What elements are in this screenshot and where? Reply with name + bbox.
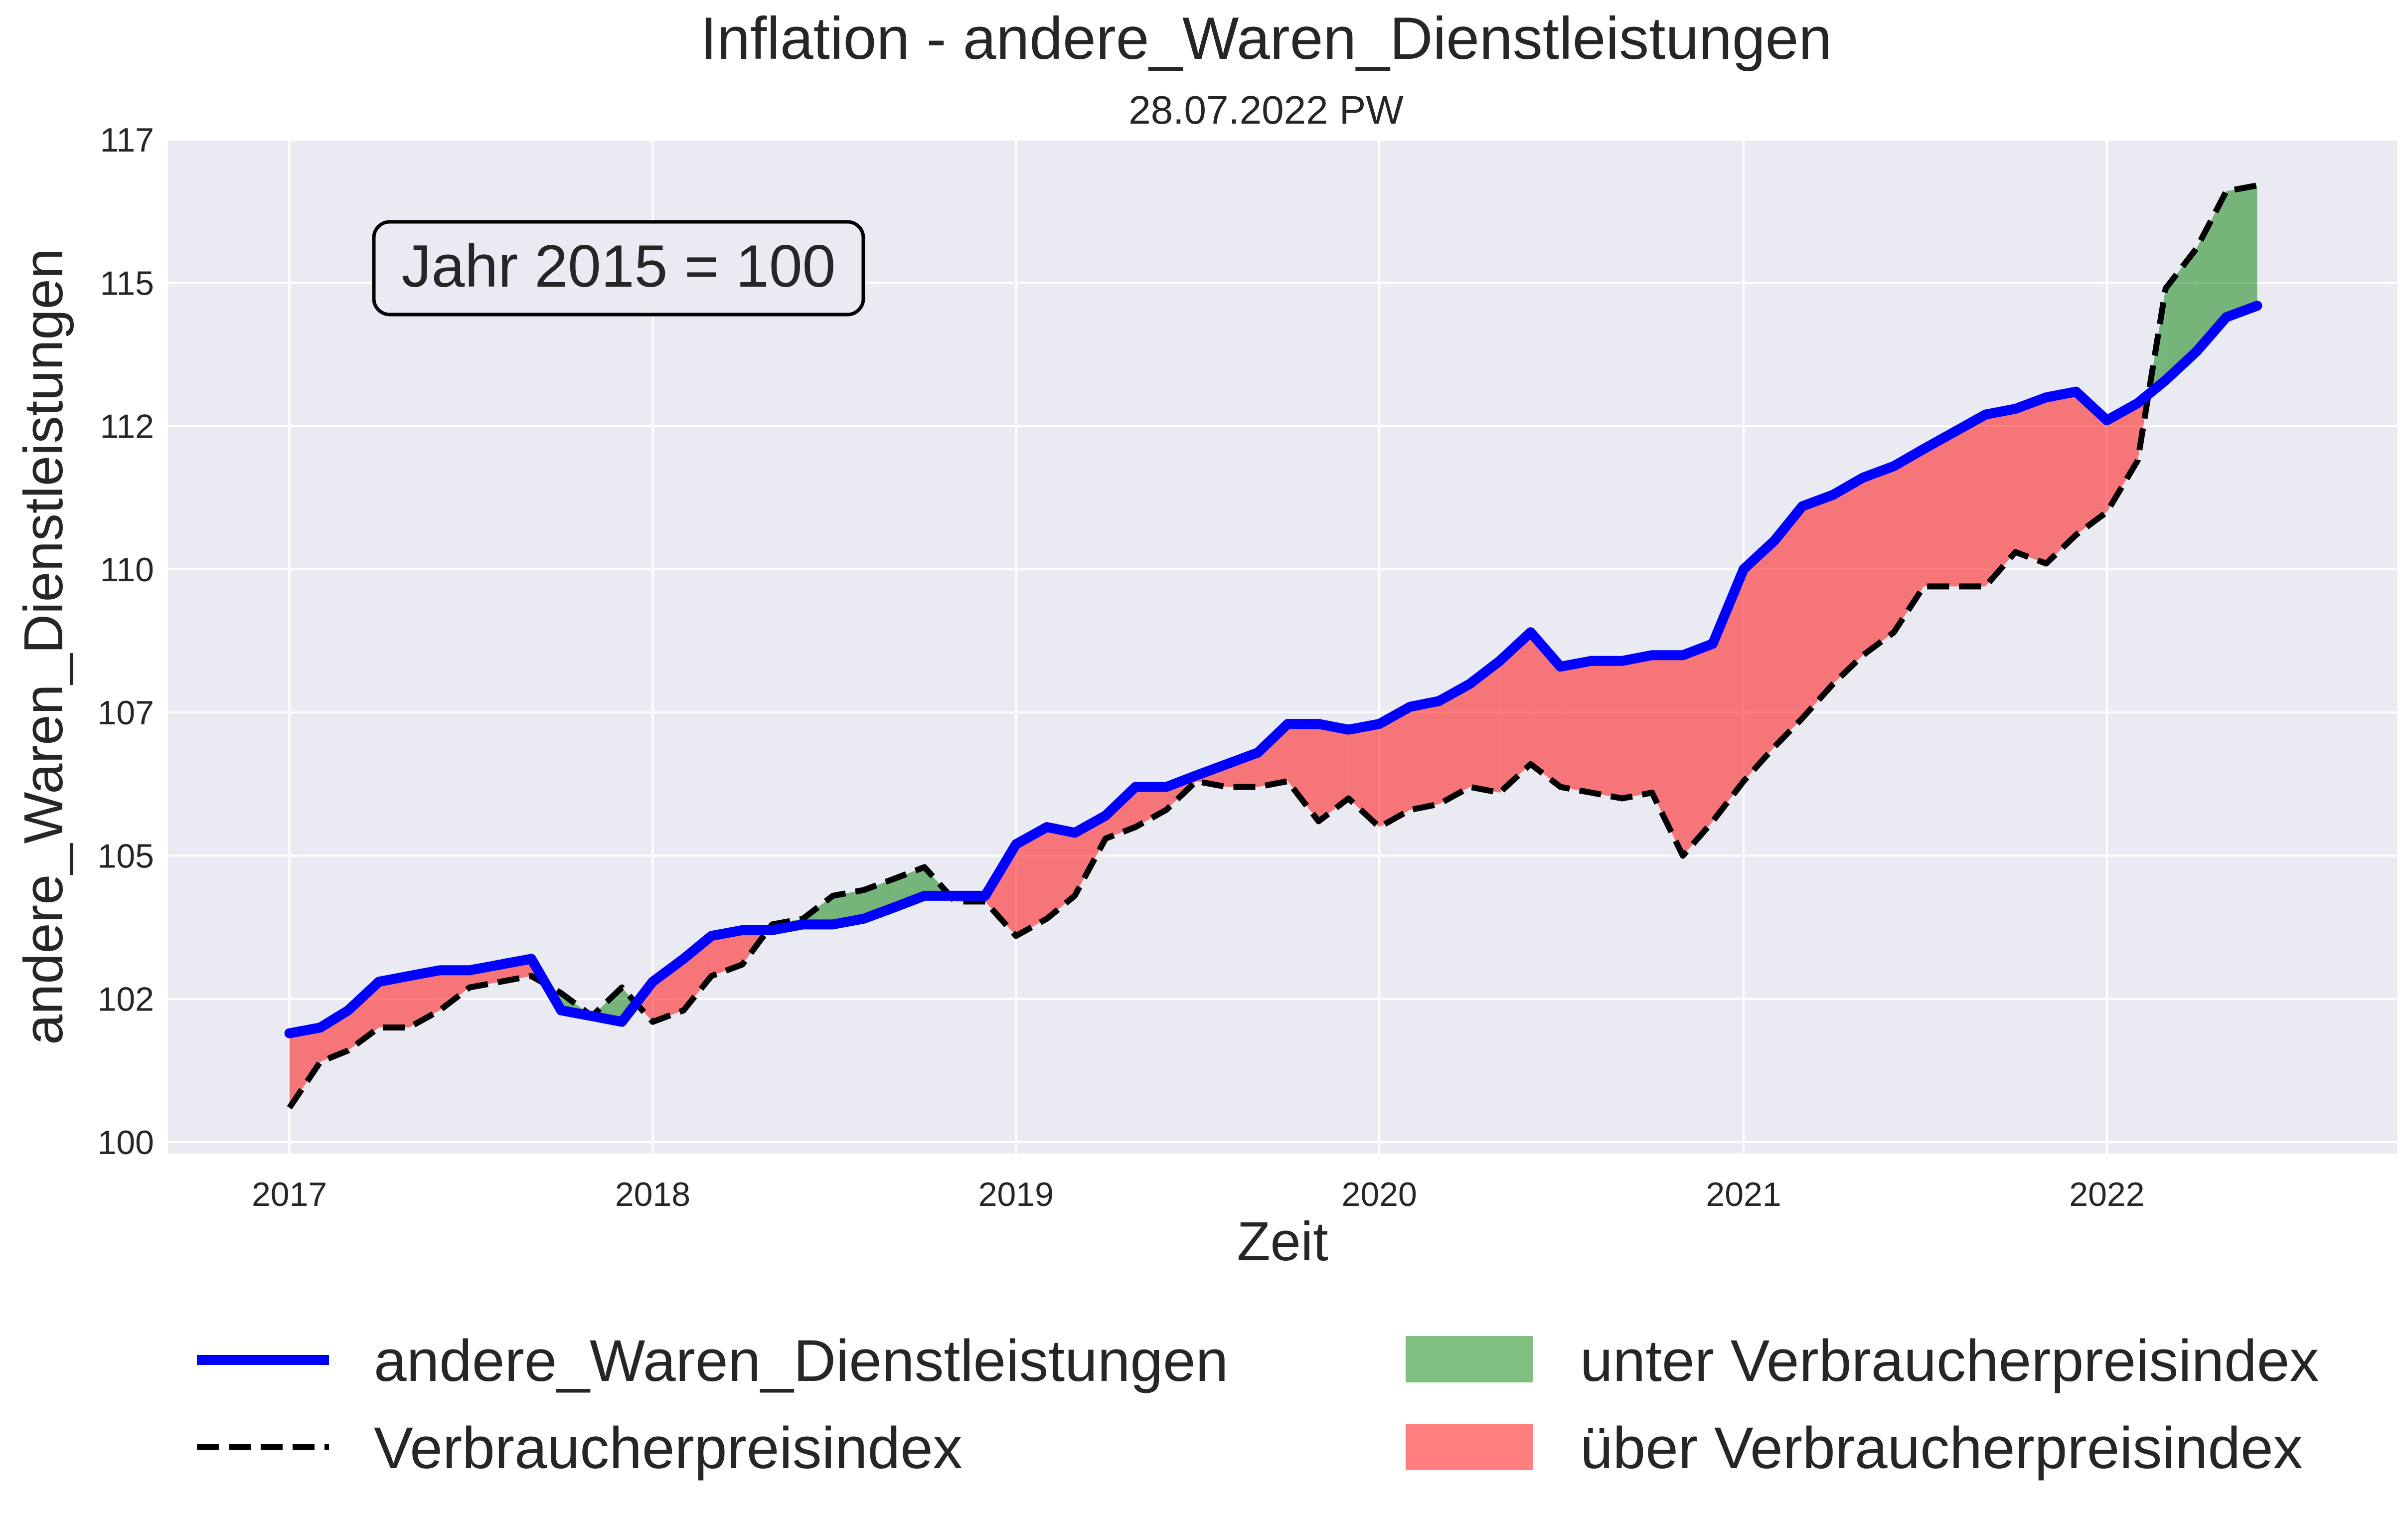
annotation-frame xyxy=(372,220,865,317)
fill-over-segment xyxy=(1016,827,1047,936)
fill-over-segment xyxy=(1954,414,1986,587)
fill-over-segment xyxy=(1622,655,1652,799)
fill-over-segment xyxy=(1802,495,1833,718)
fill-over-segment xyxy=(1591,661,1622,799)
chart-title: Inflation - andere_Waren_Dienstleistunge… xyxy=(700,5,1832,72)
fill-over-segment xyxy=(440,970,470,1011)
y-tick-label: 105 xyxy=(98,837,154,875)
fill-over-segment xyxy=(1683,644,1713,856)
legend-swatch-fill-under xyxy=(1406,1336,1533,1382)
fill-under-segment xyxy=(2226,185,2257,318)
fill-over-segment xyxy=(2106,403,2138,512)
fill-under-segment xyxy=(2196,191,2227,352)
fill-over-segment xyxy=(1287,724,1319,822)
series-line-verbraucherpreisindex xyxy=(287,182,2258,1110)
annotation-box: Jahr 2015 = 100 xyxy=(372,220,865,317)
fill-over-segment xyxy=(1318,724,1349,822)
fill-over-segment xyxy=(1744,540,1774,782)
fill-areas xyxy=(289,185,2257,1108)
x-axis-label: Zeit xyxy=(1237,1211,1328,1272)
y-tick-label: 110 xyxy=(100,551,154,589)
x-tick-label: 2019 xyxy=(978,1176,1054,1213)
fill-over-segment xyxy=(1410,701,1440,810)
fill-over-segment xyxy=(1258,724,1288,787)
x-tick-labels: 2017 2018 2019 2020 2021 2022 xyxy=(252,1176,2145,1213)
x-tick-label: 2020 xyxy=(1342,1176,1417,1213)
fill-over-segment xyxy=(379,976,409,1028)
y-tick-label: 115 xyxy=(100,264,154,302)
x-tick-label: 2021 xyxy=(1706,1176,1781,1213)
fill-over-segment xyxy=(742,930,768,965)
fill-over-segment xyxy=(1469,661,1500,793)
series-lines xyxy=(284,182,2262,1110)
fill-over-segment xyxy=(1499,632,1531,793)
fill-over-segment xyxy=(2015,397,2047,564)
fill-over-segment xyxy=(2046,391,2077,564)
fill-over-segment xyxy=(1652,655,1683,856)
fill-over-segment xyxy=(1894,449,1924,633)
fill-over-segment xyxy=(1135,787,1166,827)
legend-label-series-1: andere_Waren_Dienstleistungen xyxy=(374,1328,1228,1394)
fill-over-segment xyxy=(2076,391,2107,535)
y-tick-label: 100 xyxy=(98,1124,154,1162)
y-tick-labels: 100 102 105 107 110 112 115 117 xyxy=(98,121,154,1162)
fill-over-segment xyxy=(289,1027,321,1108)
legend: andere_Waren_Dienstleistungen Verbrauche… xyxy=(197,1328,2319,1481)
fill-over-segment xyxy=(1379,706,1411,827)
y-tick-label: 102 xyxy=(98,981,154,1018)
series-line-andere-waren-dienstleistungen xyxy=(284,301,2262,1038)
fill-over-segment xyxy=(1047,827,1075,919)
fill-over-segment xyxy=(1348,724,1380,827)
fill-over-segment xyxy=(1560,661,1592,793)
y-tick-label: 117 xyxy=(100,121,154,159)
legend-label-fill-under: unter Verbraucherpreisindex xyxy=(1580,1328,2319,1394)
x-tick-label: 2022 xyxy=(2069,1176,2144,1213)
fill-over-segment xyxy=(1439,683,1470,805)
legend-swatch-fill-over xyxy=(1406,1424,1533,1470)
fill-over-segment xyxy=(652,959,684,1022)
fill-over-segment xyxy=(1833,478,1863,684)
fill-over-segment xyxy=(1985,409,2016,587)
fill-over-segment xyxy=(1774,506,1802,747)
y-axis-label: andere_Waren_Dienstleistungen xyxy=(13,248,74,1045)
y-tick-label: 107 xyxy=(98,694,154,732)
chart-subtitle: 28.07.2022 PW xyxy=(1128,88,1404,132)
fill-over-segment xyxy=(1530,632,1561,787)
x-tick-label: 2018 xyxy=(615,1176,690,1213)
legend-label-fill-over: über Verbraucherpreisindex xyxy=(1580,1415,2303,1481)
fill-over-segment xyxy=(1924,432,1955,587)
fill-over-segment xyxy=(985,844,1016,936)
x-tick-label: 2017 xyxy=(252,1176,327,1213)
legend-label-series-2: Verbraucherpreisindex xyxy=(374,1415,963,1481)
fill-over-segment xyxy=(1863,466,1894,656)
y-tick-label: 112 xyxy=(100,408,154,446)
grid xyxy=(168,139,2398,1154)
annotation-text: Jahr 2015 = 100 xyxy=(402,233,836,300)
